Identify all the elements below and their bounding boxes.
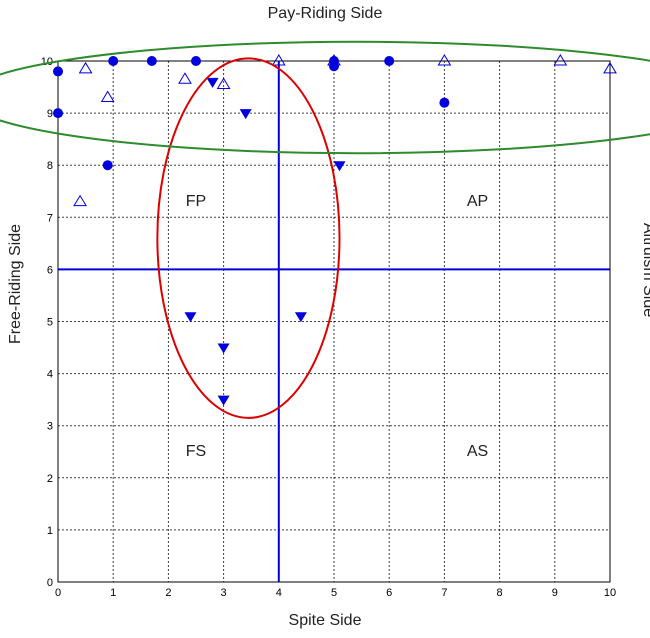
y-tick-label: 6 — [47, 264, 53, 276]
filled-circle-point — [53, 108, 63, 119]
data-points — [53, 54, 617, 406]
top-axis-label: Pay-Riding Side — [267, 5, 383, 22]
x-tick-label: 4 — [276, 587, 282, 599]
quadrant-label-as: AS — [467, 443, 488, 460]
grid — [58, 61, 610, 582]
y-tick-label: 1 — [47, 525, 53, 537]
y-tick-label: 2 — [47, 473, 53, 485]
open-triangle-point — [553, 54, 568, 66]
y-tick-label: 10 — [41, 56, 53, 68]
quadrant-label-ap: AP — [467, 193, 488, 210]
filled-circle-point — [384, 56, 395, 66]
x-tick-label: 8 — [497, 587, 503, 599]
tick-labels: 0 1 2 3 4 5 6 7 8 9 10 0 1 2 3 4 5 6 7 8 9 10 — [41, 56, 616, 599]
filled-circle-point — [102, 160, 113, 171]
filled-triangle-down-point — [184, 312, 197, 323]
filled-circle-point — [108, 56, 119, 66]
y-tick-label: 7 — [47, 212, 53, 224]
open-triangle-point — [603, 61, 617, 74]
filled-circle-point — [146, 56, 157, 66]
open-triangle-point — [327, 54, 341, 66]
filled-triangle-down-point — [206, 77, 219, 88]
quadrant-label-fp: FP — [186, 193, 206, 210]
open-triangle-point — [178, 72, 192, 84]
y-tick-label: 8 — [47, 160, 53, 172]
x-tick-label: 0 — [55, 587, 61, 599]
quadrant-labels: FP AP FS AS — [186, 193, 488, 460]
x-tick-label: 7 — [441, 587, 447, 599]
open-triangle-point — [78, 61, 93, 74]
y-tick-label: 4 — [47, 369, 53, 381]
y-tick-label: 3 — [47, 421, 53, 433]
filled-circle-point — [53, 66, 63, 77]
x-tick-label: 3 — [221, 587, 227, 599]
annotation-ellipses — [0, 40, 650, 419]
y-tick-label: 0 — [47, 577, 53, 589]
red-annotation-ellipse — [156, 57, 341, 419]
quadrant-label-fs: FS — [186, 443, 206, 460]
reference-lines — [58, 61, 610, 582]
x-tick-label: 2 — [165, 587, 171, 599]
right-axis-label: Altruism Side — [640, 222, 650, 318]
open-triangle-point — [216, 77, 231, 89]
y-tick-label: 9 — [47, 108, 53, 120]
x-tick-label: 10 — [604, 587, 616, 599]
x-axis-label: Spite Side — [288, 612, 362, 629]
green-annotation-ellipse — [0, 40, 650, 155]
open-triangle-point — [73, 194, 87, 207]
y-axis-label: Free-Riding Side — [7, 223, 24, 345]
x-tick-label: 5 — [331, 587, 337, 599]
filled-circle-point — [191, 56, 201, 66]
filled-triangle-down-point — [217, 343, 230, 354]
x-tick-label: 1 — [110, 587, 116, 599]
open-triangle-point — [271, 54, 286, 66]
filled-triangle-down-point — [294, 312, 307, 323]
x-tick-label: 9 — [552, 587, 558, 599]
filled-circle-point — [329, 61, 339, 72]
filled-triangle-down-point — [239, 109, 252, 120]
y-tick-label: 5 — [47, 317, 53, 329]
open-triangle-point — [437, 54, 452, 66]
filled-circle-point — [439, 97, 450, 108]
filled-triangle-down-point — [333, 161, 346, 172]
open-triangle-point — [100, 90, 115, 102]
filled-triangle-down-point — [217, 395, 230, 406]
x-tick-label: 6 — [386, 587, 392, 599]
